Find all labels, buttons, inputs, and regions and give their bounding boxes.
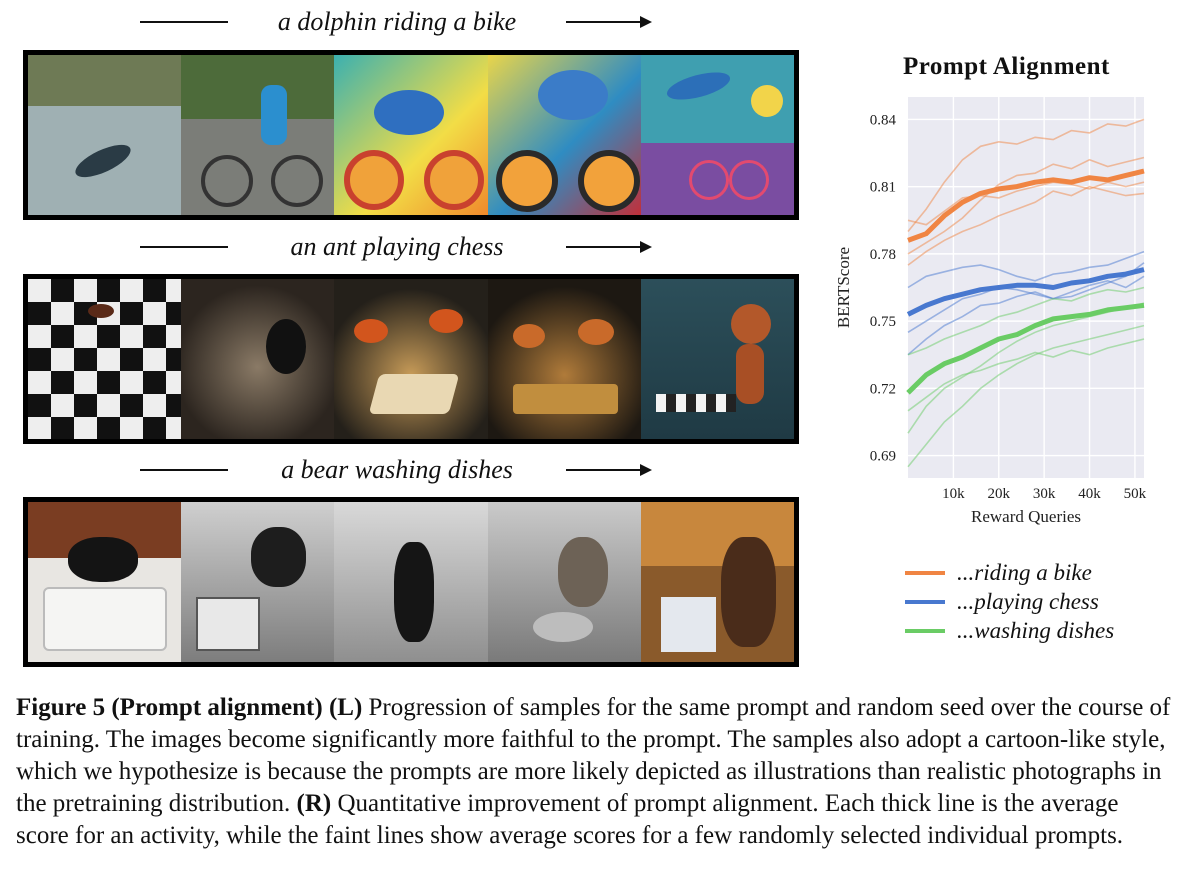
legend-item-chess: ...playing chess: [905, 587, 1114, 616]
faint-prompt-line: [907, 118, 1145, 233]
prompt-arrow: [566, 241, 652, 253]
prompt-arrow: [566, 464, 652, 476]
y-tick-label: 0.75: [870, 314, 896, 330]
legend-swatch-chess: [905, 599, 945, 604]
prompt-dash: [140, 469, 228, 471]
prompt-row-ant: an ant playing chess: [140, 230, 652, 264]
faint-prompt-line: [907, 185, 1145, 266]
legend-item-dishes: ...washing dishes: [905, 616, 1114, 645]
chart-legend: ...riding a bike ...playing chess ...was…: [905, 558, 1114, 645]
prompt-alignment-chart: 0.69 0.72 0.75 0.78 0.81 0.84 10k 20k 30k 40k 50k R…: [834, 97, 1147, 526]
sample-image: [334, 502, 488, 662]
legend-item-bike: ...riding a bike: [905, 558, 1114, 587]
image-strip-dolphin: [23, 50, 799, 220]
caption-text-right: Quantitative improvement of prompt align…: [16, 790, 1124, 849]
figure-caption: Figure 5 (Prompt alignment) (L) Progress…: [16, 692, 1176, 852]
sample-image: [28, 55, 182, 215]
caption-left-marker: (L): [328, 694, 363, 721]
prompt-dash: [140, 246, 228, 248]
caption-label: Figure 5 (Prompt alignment): [16, 694, 323, 721]
sample-image: [640, 55, 795, 215]
legend-swatch-dishes: [905, 628, 945, 633]
y-tick-label: 0.81: [870, 180, 896, 196]
sample-image: [640, 279, 795, 439]
x-tick-label: 10k: [942, 486, 965, 502]
prompt-arrow: [565, 16, 652, 28]
image-strip-ant: [23, 274, 799, 444]
x-tick-label: 40k: [1078, 486, 1101, 502]
faint-prompt-line: [907, 250, 1145, 289]
faint-prompt-line: [907, 286, 1145, 356]
prompt-text-ant: an ant playing chess: [290, 232, 504, 261]
caption-text-left: Progression of samples for the same prom…: [16, 694, 1171, 817]
faint-prompt-line: [907, 181, 1145, 226]
caption-right-marker: (R): [296, 790, 332, 817]
series-line-chess: [906, 267, 1145, 317]
y-axis-label: BERTScore: [834, 247, 853, 328]
chart-title: Prompt Alignment: [903, 53, 1110, 80]
faint-prompt-line: [907, 156, 1145, 255]
legend-swatch-bike: [905, 570, 945, 575]
series-line-bike: [907, 168, 1145, 243]
sample-image: [181, 55, 335, 215]
y-tick-label: 0.78: [870, 247, 896, 263]
series-line-dishes: [906, 302, 1145, 395]
faint-prompt-line: [907, 324, 1145, 468]
y-tick-label: 0.69: [870, 449, 896, 465]
prompt-text-bear: a bear washing dishes: [281, 455, 513, 484]
image-strip-bear: [23, 497, 799, 667]
x-tick-label: 20k: [988, 486, 1011, 502]
x-tick-label: 50k: [1124, 486, 1147, 502]
prompt-row-bear: a bear washing dishes: [140, 453, 652, 487]
sample-image: [181, 279, 335, 439]
prompt-row-dolphin: a dolphin riding a bike: [140, 5, 652, 39]
sample-image: [487, 502, 641, 662]
faint-prompt-line: [907, 338, 1145, 412]
sample-image: [487, 55, 641, 215]
prompt-text-dolphin: a dolphin riding a bike: [277, 7, 517, 36]
faint-prompt-line: [907, 275, 1145, 356]
x-axis-label: Reward Queries: [971, 507, 1081, 526]
legend-label-dishes: ...washing dishes: [957, 617, 1115, 643]
sample-image: [640, 502, 795, 662]
y-tick-label: 0.72: [870, 381, 896, 397]
y-tick-label: 0.84: [870, 112, 897, 128]
legend-label-chess: ...playing chess: [957, 588, 1099, 614]
prompt-dash: [140, 21, 228, 23]
sample-image: [181, 502, 335, 662]
faint-prompt-line: [907, 262, 1145, 333]
sample-image: [487, 279, 641, 439]
sample-image: [334, 279, 488, 439]
sample-image: [334, 55, 488, 215]
sample-image: [28, 502, 182, 662]
legend-label-bike: ...riding a bike: [957, 559, 1092, 585]
x-tick-label: 30k: [1033, 486, 1056, 502]
sample-image: [28, 279, 182, 439]
